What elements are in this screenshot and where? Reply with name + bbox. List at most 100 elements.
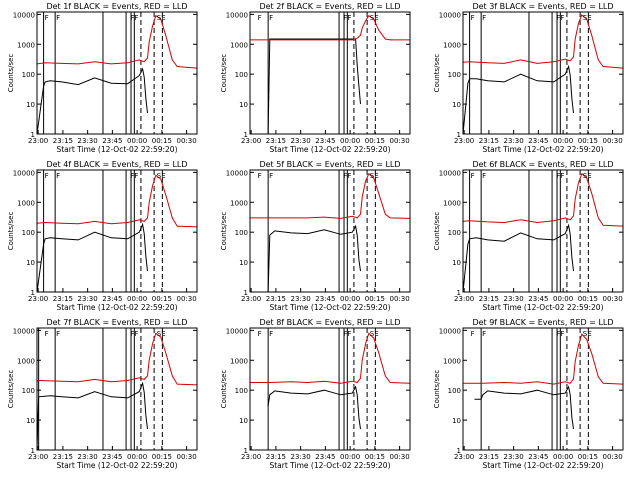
panel-7-series-events [36, 381, 148, 451]
panel-7-xtick-label-0: 23:00 [28, 453, 48, 461]
panel-9-ytick-label-3: 1000 [443, 357, 461, 365]
panel-9-marker-3: SE [583, 330, 592, 338]
panel-1-axes-frame [36, 11, 198, 135]
panel-2-xtick-label-1: 23:15 [266, 137, 286, 145]
panel-6-xtick-label-3: 23:45 [528, 295, 548, 303]
panel-7-series-lld [36, 332, 198, 386]
panel-2-xtick-label-6: 00:30 [390, 137, 410, 145]
panel-6-series-lld [462, 172, 624, 227]
panel-8-ytick-label-0: 1 [244, 447, 248, 455]
panel-5-series-events [250, 224, 361, 293]
panel-5-ytick-label-3: 1000 [230, 199, 248, 207]
panel-4-series-lld [36, 174, 198, 228]
panel-3-ytick-label-4: 10000 [439, 11, 461, 19]
panel-8-axes-frame [249, 327, 411, 451]
panel-8-xtick-label-0: 23:00 [241, 453, 261, 461]
panel-7-xtick-label-2: 23:30 [78, 453, 98, 461]
panel-5-xtick-label-4: 00:00 [340, 295, 360, 303]
panel-1-ytick-label-4: 10000 [13, 11, 35, 19]
panel-7-marker-2: FF [130, 330, 138, 338]
panel-9-xtick-label-6: 00:30 [603, 453, 623, 461]
panel-8-series-lld [250, 332, 411, 384]
panel-1-series-lld [36, 14, 198, 69]
panel-3-series-events [462, 64, 574, 135]
panel-3-title: Det 3f BLACK = Events, RED = LLD [472, 2, 613, 11]
panel-9-marker-1: F [482, 330, 486, 338]
panel-4-xlabel: Start Time (12-Oct-02 22:59:20) [56, 303, 177, 312]
panel-5-ytick-label-2: 100 [235, 229, 248, 237]
panel-8-ytick-label-2: 100 [235, 387, 248, 395]
panel-1-xtick-label-2: 23:30 [78, 137, 98, 145]
panel-4-xtick-label-5: 00:15 [152, 295, 172, 303]
panel-4-ytick-label-3: 1000 [17, 199, 35, 207]
panel-9-axes-frame [462, 327, 624, 451]
panel-6-ytick-label-1: 10 [452, 259, 461, 267]
panel-6-marker-0: F [471, 172, 475, 180]
panel-3-marker-1: F [482, 14, 486, 22]
panel-7-axes-frame [36, 327, 198, 451]
panel-3-xtick-label-0: 23:00 [454, 137, 474, 145]
panel-2-xtick-label-5: 00:15 [365, 137, 385, 145]
panel-6-marker-3: SE [583, 172, 592, 180]
panel-4-xtick-label-0: 23:00 [28, 295, 48, 303]
panel-4-xtick-label-2: 23:30 [78, 295, 98, 303]
panel-7-xtick-label-1: 23:15 [53, 453, 73, 461]
panel-6-xtick-label-5: 00:15 [578, 295, 598, 303]
panel-9-xtick-label-0: 23:00 [454, 453, 474, 461]
panel-7-ytick-label-4: 10000 [13, 327, 35, 335]
panel-5-title: Det 5f BLACK = Events, RED = LLD [259, 160, 400, 169]
panel-1-ytick-label-1: 10 [26, 101, 35, 109]
panel-1-xtick-label-1: 23:15 [53, 137, 73, 145]
panel-8-xtick-label-1: 23:15 [266, 453, 286, 461]
panel-8-xtick-label-5: 00:15 [365, 453, 385, 461]
panel-5-ytick-label-4: 10000 [226, 169, 248, 177]
panel-8-xtick-label-6: 00:30 [390, 453, 410, 461]
panel-3-ytick-label-2: 100 [448, 71, 461, 79]
panel-9-ytick-label-1: 10 [452, 417, 461, 425]
panel-3-marker-3: SE [583, 14, 592, 22]
panel-3-xtick-label-5: 00:15 [578, 137, 598, 145]
panel-7-xlabel: Start Time (12-Oct-02 22:59:20) [56, 461, 177, 470]
panel-9-xtick-label-4: 00:00 [553, 453, 573, 461]
panel-2-xtick-label-2: 23:30 [291, 137, 311, 145]
panel-2-marker-0: F [258, 14, 262, 22]
panel-2-marker-1: F [269, 14, 273, 22]
panel-5-marker-1: F [269, 172, 273, 180]
panel-3-xtick-label-6: 00:30 [603, 137, 623, 145]
panel-8-xtick-label-3: 23:45 [315, 453, 335, 461]
panel-8-marker-2: FF [343, 330, 351, 338]
panel-9-series-events [474, 385, 574, 430]
panel-6-series-events [462, 223, 574, 293]
panel-5-marker-3: SE [370, 172, 379, 180]
panel-3-marker-0: F [471, 14, 475, 22]
panel-4-ylabel: Counts/sec [7, 212, 15, 251]
panel-7-marker-1: F [56, 330, 60, 338]
panel-4-xtick-label-6: 00:30 [177, 295, 197, 303]
panel-6-xlabel: Start Time (12-Oct-02 22:59:20) [482, 303, 603, 312]
panel-1-marker-0: F [45, 14, 49, 22]
panel-3-ytick-label-0: 1 [457, 131, 461, 139]
panel-8-marker-3: SE [370, 330, 379, 338]
panel-1-xtick-label-6: 00:30 [177, 137, 197, 145]
panel-9-ytick-label-0: 1 [457, 447, 461, 455]
panel-7-marker-3: SE [157, 330, 166, 338]
panel-5-xtick-label-3: 23:45 [315, 295, 335, 303]
panel-2-xtick-label-3: 23:45 [315, 137, 335, 145]
panel-4-ytick-label-4: 10000 [13, 169, 35, 177]
panel-9-title: Det 9f BLACK = Events, RED = LLD [472, 318, 613, 327]
panel-8-xtick-label-4: 00:00 [340, 453, 360, 461]
panel-5-xtick-label-2: 23:30 [291, 295, 311, 303]
panel-6-axes-frame [462, 169, 624, 293]
panel-4-marker-3: SE [157, 172, 166, 180]
panel-3-xtick-label-1: 23:15 [479, 137, 499, 145]
panel-4-series-events [36, 222, 148, 293]
panel-7-title: Det 7f BLACK = Events, RED = LLD [46, 318, 187, 327]
panel-9-xtick-label-5: 00:15 [578, 453, 598, 461]
panel-3-ytick-label-3: 1000 [443, 41, 461, 49]
panel-5-xlabel: Start Time (12-Oct-02 22:59:20) [269, 303, 390, 312]
panel-5-series-lld [250, 172, 411, 219]
panel-4-marker-2: FF [130, 172, 138, 180]
panel-8-ytick-label-1: 10 [239, 417, 248, 425]
panel-9-marker-2: FF [556, 330, 564, 338]
